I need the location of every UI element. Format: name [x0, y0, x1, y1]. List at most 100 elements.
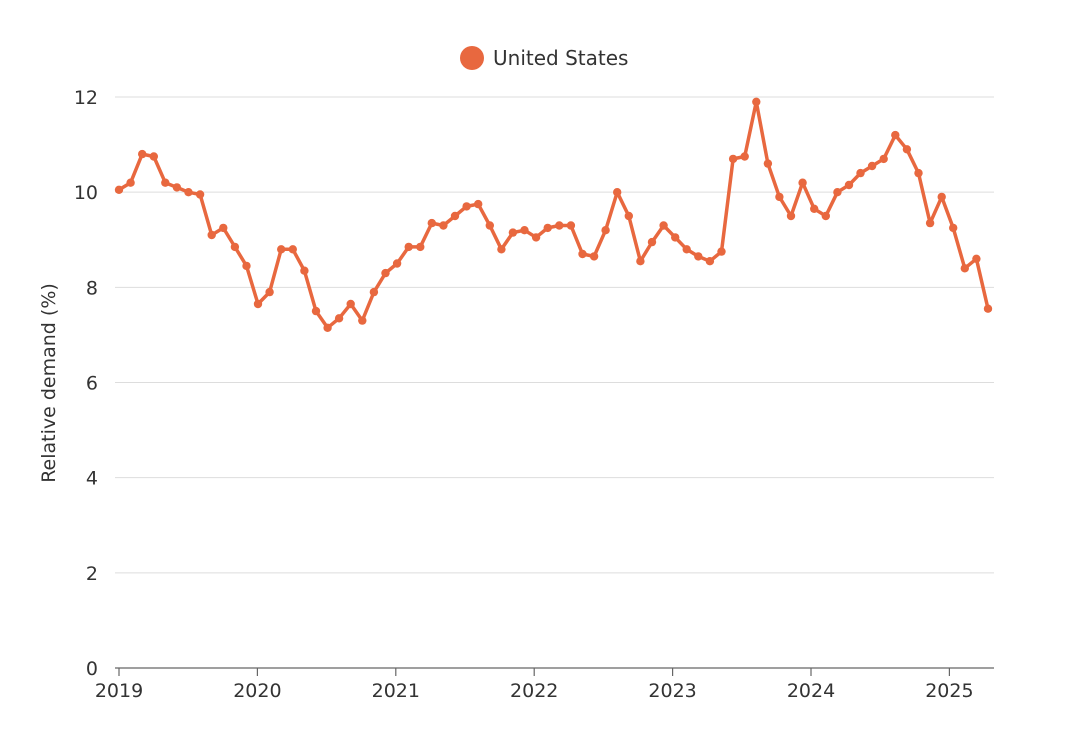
data-point-6[interactable] [184, 188, 193, 197]
data-point-54[interactable] [740, 152, 749, 161]
data-point-2[interactable] [138, 149, 147, 159]
data-point-23[interactable] [381, 268, 390, 278]
data-point-15[interactable] [288, 245, 297, 254]
data-point-22[interactable] [369, 287, 379, 297]
legend-label-united-states: United States [493, 46, 629, 70]
data-point-33[interactable] [497, 245, 506, 254]
data-point-46[interactable] [647, 237, 657, 247]
data-point-34[interactable] [508, 228, 518, 237]
data-point-75[interactable] [983, 304, 993, 313]
data-point-11[interactable] [242, 261, 251, 271]
data-point-71[interactable] [937, 192, 946, 202]
data-point-8[interactable] [207, 230, 216, 240]
data-point-9[interactable] [219, 223, 228, 233]
x-tick-label-2025: 2025 [925, 680, 973, 702]
data-point-48[interactable] [671, 233, 680, 242]
data-point-64[interactable] [856, 168, 865, 178]
data-point-26[interactable] [416, 242, 425, 252]
data-point-59[interactable] [798, 178, 807, 187]
data-point-27[interactable] [427, 218, 436, 228]
y-tick-label-2: 2 [86, 563, 98, 585]
data-point-29[interactable] [450, 211, 460, 221]
data-point-14[interactable] [277, 245, 286, 254]
data-point-5[interactable] [172, 183, 182, 192]
data-point-49[interactable] [682, 245, 691, 254]
data-point-0[interactable] [114, 185, 124, 194]
series-layer [114, 97, 993, 332]
data-point-61[interactable] [821, 211, 830, 221]
grid-layer [115, 96, 994, 574]
data-point-17[interactable] [311, 306, 321, 316]
data-point-44[interactable] [624, 211, 633, 221]
x-tick-label-2021: 2021 [372, 680, 420, 702]
data-point-67[interactable] [891, 130, 900, 140]
data-point-72[interactable] [949, 223, 958, 233]
data-point-7[interactable] [195, 190, 205, 199]
y-tick-label-6: 6 [86, 373, 98, 395]
data-point-73[interactable] [960, 264, 969, 273]
axis-layer: 0 2 4 6 8 10 12 2019 2020 2021 2022 2023 2024 2025 Rel… [38, 87, 994, 702]
data-point-25[interactable] [404, 242, 413, 252]
x-tick-label-2020: 2020 [233, 680, 281, 702]
data-point-63[interactable] [844, 180, 854, 190]
data-point-53[interactable] [728, 154, 738, 164]
data-point-68[interactable] [902, 145, 912, 154]
data-point-20[interactable] [346, 299, 355, 309]
data-point-24[interactable] [392, 259, 402, 268]
data-point-10[interactable] [230, 242, 240, 252]
data-point-70[interactable] [925, 218, 935, 228]
data-point-50[interactable] [694, 252, 703, 261]
data-point-74[interactable] [972, 254, 981, 263]
data-point-52[interactable] [717, 247, 726, 256]
data-point-45[interactable] [636, 257, 645, 266]
data-point-35[interactable] [520, 226, 529, 235]
data-point-19[interactable] [334, 314, 344, 323]
data-point-30[interactable] [462, 202, 471, 211]
data-point-57[interactable] [775, 192, 784, 202]
data-point-69[interactable] [914, 168, 923, 178]
data-point-4[interactable] [161, 178, 170, 187]
data-point-36[interactable] [531, 233, 541, 242]
data-point-60[interactable] [810, 204, 819, 213]
data-point-41[interactable] [589, 252, 599, 261]
data-point-42[interactable] [601, 226, 610, 235]
data-point-62[interactable] [833, 188, 842, 197]
y-tick-label-12: 12 [74, 87, 98, 109]
data-point-13[interactable] [265, 287, 274, 297]
data-point-38[interactable] [555, 221, 564, 230]
data-point-47[interactable] [659, 221, 668, 230]
y-tick-label-10: 10 [74, 182, 98, 204]
y-tick-label-0: 0 [86, 658, 98, 680]
y-tick-label-4: 4 [86, 468, 98, 490]
legend[interactable]: United States [460, 44, 628, 72]
data-point-39[interactable] [566, 221, 576, 230]
data-point-28[interactable] [439, 221, 448, 230]
legend-swatch [460, 46, 484, 70]
data-point-1[interactable] [126, 178, 135, 187]
data-point-51[interactable] [705, 257, 715, 266]
data-point-65[interactable] [867, 161, 877, 171]
data-point-58[interactable] [786, 211, 796, 221]
data-point-37[interactable] [543, 223, 552, 233]
data-point-66[interactable] [879, 154, 888, 164]
x-tick-label-2023: 2023 [648, 680, 696, 702]
data-point-3[interactable] [149, 152, 158, 161]
y-tick-label-8: 8 [86, 277, 98, 299]
data-point-12[interactable] [253, 299, 263, 309]
data-point-16[interactable] [300, 266, 309, 275]
data-point-21[interactable] [358, 316, 367, 325]
data-point-31[interactable] [474, 199, 483, 209]
x-tick-label-2024: 2024 [787, 680, 835, 702]
x-tick-label-2022: 2022 [510, 680, 558, 702]
data-point-32[interactable] [485, 221, 494, 230]
data-point-18[interactable] [323, 323, 332, 332]
y-axis-title: Relative demand (%) [38, 283, 60, 483]
data-point-56[interactable] [763, 159, 773, 168]
data-point-55[interactable] [752, 97, 761, 107]
data-point-40[interactable] [578, 249, 587, 259]
data-point-43[interactable] [613, 188, 622, 197]
x-tick-label-2019: 2019 [95, 680, 143, 702]
series-line-united-states [117, 100, 990, 330]
